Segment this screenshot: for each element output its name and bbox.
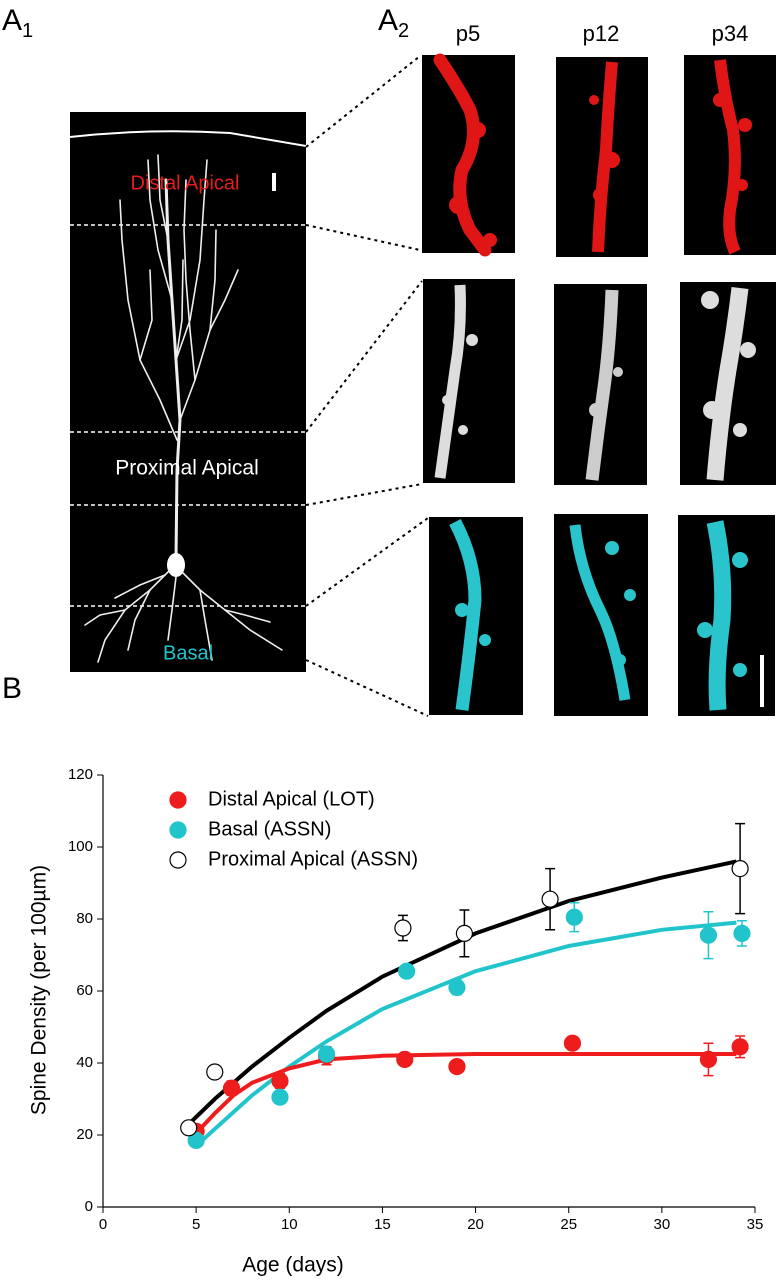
data-point [731, 859, 749, 878]
data-point [394, 919, 412, 937]
panel-label: A2 [378, 4, 409, 42]
y-tick-label: 0 [85, 1198, 93, 1215]
y-tick-label: 40 [76, 1054, 93, 1071]
y-tick-label: 100 [68, 838, 93, 855]
y-tick-label: 120 [68, 766, 93, 783]
data-point [396, 1050, 414, 1069]
fit-curve [194, 1052, 737, 1135]
data-point [271, 1088, 289, 1106]
data-point [187, 1131, 205, 1150]
data-point [206, 1063, 224, 1081]
panel-label: A1 [2, 4, 33, 42]
legend-marker [169, 821, 187, 839]
plot: 0 20 40 60 80 100 120 0 5 10 15 20 25 30 35 Distal Apic… [68, 766, 763, 1233]
legend-label: Basal (ASSN) [208, 818, 331, 840]
age-label: p5 [456, 21, 480, 46]
data-point [731, 1038, 749, 1056]
neuron-image: Distal Apical Proximal Apical Basal [69, 112, 307, 672]
x-tick-label: 10 [281, 1216, 298, 1233]
data-point [180, 1119, 198, 1137]
region-label: Proximal Apical [115, 457, 259, 480]
panel-label: B [2, 672, 22, 705]
x-axis-label: Age (days) [242, 1254, 344, 1277]
data-point [563, 1034, 582, 1052]
x-tick-label: 0 [99, 1216, 107, 1233]
data-point [699, 1050, 718, 1069]
legend-label: Distal Apical (LOT) [208, 788, 375, 810]
data-point [448, 978, 466, 997]
legend-marker [169, 791, 187, 809]
data-point [448, 1057, 466, 1076]
y-tick-label: 60 [76, 982, 93, 999]
data-point [565, 908, 583, 926]
legend-marker [169, 851, 187, 869]
zoom-lines [305, 55, 429, 717]
data-point [699, 926, 718, 944]
data-point [222, 1079, 241, 1097]
x-tick-label: 30 [654, 1216, 671, 1233]
x-tick-label: 15 [374, 1216, 391, 1233]
fit-curve [194, 920, 737, 1148]
age-label: p12 [583, 21, 620, 46]
data-point [398, 962, 416, 980]
data-point [271, 1072, 289, 1090]
legend-label: Proximal Apical (ASSN) [208, 848, 418, 870]
x-tick-label: 25 [560, 1216, 577, 1233]
data-point [317, 1045, 336, 1063]
data-point [541, 890, 559, 908]
data-point [455, 924, 473, 943]
y-tick-label: 80 [76, 910, 93, 927]
region-label: Distal Apical [131, 172, 240, 194]
region-label: Basal [163, 642, 213, 664]
x-tick-label: 20 [467, 1216, 484, 1233]
x-tick-label: 35 [747, 1216, 764, 1233]
x-tick-label: 5 [192, 1216, 200, 1233]
age-label: p34 [712, 21, 749, 46]
data-point [733, 924, 751, 943]
y-axis-label: Spine Density (per 100µm) [28, 865, 51, 1115]
y-tick-label: 20 [76, 1126, 93, 1143]
dendrite-images [422, 53, 776, 716]
